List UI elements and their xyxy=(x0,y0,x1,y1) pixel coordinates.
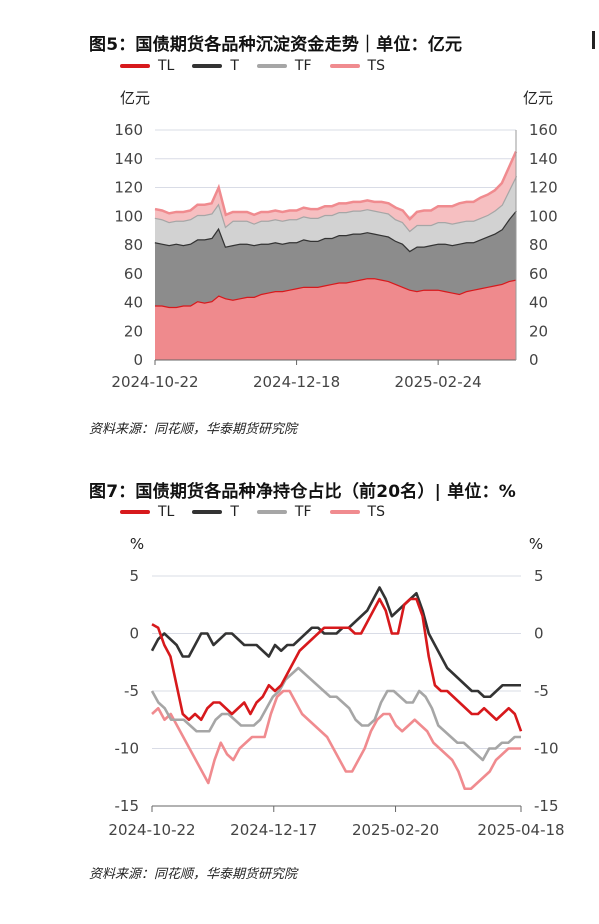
legend-label: TF xyxy=(294,58,312,74)
y-tick-label-right: 120 xyxy=(529,179,558,197)
chart-title: 图7：国债期货各品种净持仓占比（前20名）| 单位：% xyxy=(89,482,517,502)
legend-item-t: T xyxy=(192,58,239,74)
chart-panel-open-interest: 图5：国债期货各品种沉淀资金走势｜单位：亿元 TL T TF TS 亿元 亿元 0 0… xyxy=(0,0,599,450)
series-line-ts xyxy=(151,689,521,791)
legend-swatch xyxy=(329,510,360,514)
y-tick-label-left: 80 xyxy=(124,236,143,254)
y-tick-label-right: 160 xyxy=(529,121,558,139)
y-tick-label-right: -5 xyxy=(534,682,549,700)
y-tick-label-right: -10 xyxy=(534,740,559,758)
x-tick-label: 2025-02-20 xyxy=(352,821,439,839)
y-tick-label-left: 0 xyxy=(133,351,143,369)
series-line-tl xyxy=(151,597,523,732)
legend-item-ts: TS xyxy=(329,58,385,74)
series-line-t xyxy=(154,209,517,253)
x-tick-label: 2024-10-22 xyxy=(108,821,195,839)
legend-swatch xyxy=(192,64,223,68)
chart-title: 图5：国债期货各品种沉淀资金走势｜单位：亿元 xyxy=(89,35,463,55)
y-tick-label-right: 100 xyxy=(529,207,558,225)
y-tick-label-right: 40 xyxy=(529,294,548,312)
legend-item-ts: TS xyxy=(329,504,385,520)
series-line-tf xyxy=(150,666,521,762)
legend-item-tl: TL xyxy=(120,504,174,520)
y-tick-label-right: 140 xyxy=(529,150,558,168)
area-tl xyxy=(155,278,516,360)
stacked-area-chart: 亿元 亿元 0 0 20 20 40 40 60 60 80 80 100 100 120 120 140 140… xyxy=(111,89,558,391)
series-line-ts xyxy=(154,151,518,221)
legend-label: TF xyxy=(294,504,312,520)
y-tick-label-left: -5 xyxy=(124,682,139,700)
x-tick-label: 2024-10-22 xyxy=(111,373,198,391)
legend-swatch xyxy=(256,64,287,68)
chart-legend: TL T TF TS xyxy=(120,58,385,74)
x-tick-label: 2025-04-18 xyxy=(477,821,564,839)
y-tick-label-right: 20 xyxy=(529,322,548,340)
y-tick-label-left: 5 xyxy=(129,567,139,585)
series-line-t xyxy=(150,586,521,699)
y-tick-label-left: 160 xyxy=(114,121,143,139)
legend-swatch xyxy=(192,510,223,514)
y-axis-unit-left: % xyxy=(130,535,144,553)
y-tick-label-left: -10 xyxy=(115,740,140,758)
edge-mark xyxy=(592,31,595,49)
legend-swatch xyxy=(120,510,150,514)
legend-label: TS xyxy=(367,504,385,520)
y-axis-unit-right: % xyxy=(529,535,543,553)
legend-label: TL xyxy=(158,58,175,74)
y-tick-label-right: 60 xyxy=(529,265,548,283)
source-note: 资料来源：同花顺，华泰期货研究院 xyxy=(89,422,298,437)
y-tick-label-left: 20 xyxy=(124,322,143,340)
source-note: 资料来源：同花顺，华泰期货研究院 xyxy=(89,867,298,882)
y-tick-label-left: 40 xyxy=(124,294,143,312)
chart-legend: TL T TF TS xyxy=(120,504,385,520)
y-tick-label-left: 120 xyxy=(114,179,143,197)
legend-label: T xyxy=(230,58,239,74)
y-tick-label-left: 100 xyxy=(114,207,143,225)
legend-swatch xyxy=(120,64,150,68)
y-tick-label-right: 5 xyxy=(534,567,544,585)
legend-swatch xyxy=(329,64,360,68)
x-tick-label: 2025-02-24 xyxy=(395,373,482,391)
y-axis-unit-right: 亿元 xyxy=(523,89,553,107)
y-tick-label-left: 60 xyxy=(124,265,143,283)
legend-item-tf: TF xyxy=(256,58,312,74)
y-tick-label-right: 0 xyxy=(529,351,539,369)
x-tick-label: 2024-12-17 xyxy=(230,821,317,839)
series-line-tf xyxy=(154,175,518,233)
y-tick-label-right: 0 xyxy=(534,625,544,643)
legend-item-tl: TL xyxy=(120,58,174,74)
legend-swatch xyxy=(256,510,287,514)
legend-item-t: T xyxy=(192,504,239,520)
legend-item-tf: TF xyxy=(256,504,312,520)
y-axis-unit-left: 亿元 xyxy=(120,89,150,107)
y-tick-label-left: -15 xyxy=(115,797,140,815)
y-tick-label-left: 0 xyxy=(129,625,139,643)
y-tick-label-right: 80 xyxy=(529,236,548,254)
series-line-tl xyxy=(155,276,517,309)
legend-label: TL xyxy=(158,504,175,520)
chart-panel-net-position: 图7：国债期货各品种净持仓占比（前20名）| 单位：% TL T TF TS %… xyxy=(0,450,599,924)
legend-label: T xyxy=(230,504,239,520)
area-t xyxy=(155,210,516,307)
line-chart: % % 5 5 0 0 -5 -5 -10 -10 -15 -15 2024-10-22 2024-12-… xyxy=(108,535,564,839)
y-tick-label-left: 140 xyxy=(114,150,143,168)
y-tick-label-right: -15 xyxy=(534,797,559,815)
legend-label: TS xyxy=(367,58,385,74)
x-tick-label: 2024-12-18 xyxy=(253,373,340,391)
